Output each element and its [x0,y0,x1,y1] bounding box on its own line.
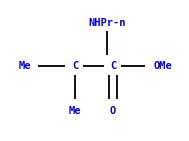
Text: OMe: OMe [154,61,172,71]
Text: C: C [72,61,78,71]
Text: NHPr-n: NHPr-n [88,18,126,28]
Text: O: O [110,106,116,116]
Text: Me: Me [69,106,81,116]
Text: Me: Me [19,61,31,71]
Text: C: C [110,61,116,71]
